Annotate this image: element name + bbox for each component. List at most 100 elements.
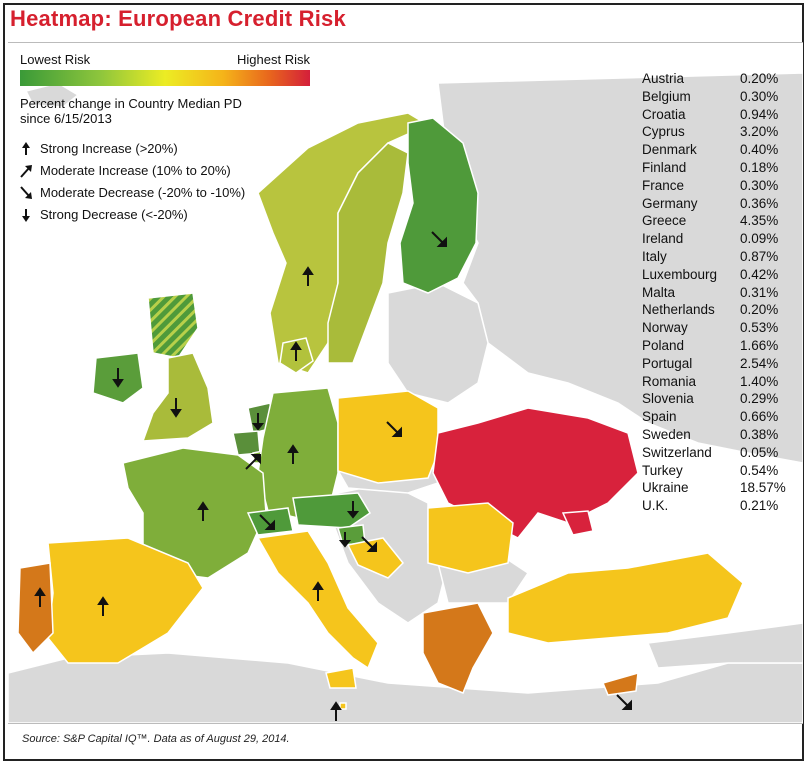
country-value: 18.57% bbox=[740, 480, 786, 496]
country-row: Poland 1.66% bbox=[642, 337, 800, 355]
country-value: 0.53% bbox=[740, 320, 779, 336]
portugal-shape bbox=[17, 562, 54, 655]
country-value: 1.66% bbox=[740, 337, 779, 353]
country-name: Denmark bbox=[642, 142, 697, 158]
arrow-up-france bbox=[197, 501, 209, 521]
country-name: Malta bbox=[642, 284, 676, 300]
arrow-up-icon bbox=[22, 142, 30, 155]
france-shape bbox=[122, 447, 267, 579]
country-name: Turkey bbox=[642, 462, 683, 478]
country-value: 0.38% bbox=[740, 426, 779, 442]
country-name: Spain bbox=[642, 409, 677, 425]
romania-shape bbox=[427, 502, 514, 574]
country-row: Luxembourg 0.42% bbox=[642, 266, 800, 284]
arrow-up-spain bbox=[97, 596, 109, 616]
arrow-down-icon bbox=[22, 209, 30, 222]
malta-shape bbox=[339, 702, 347, 710]
arrow-up-right-icon bbox=[20, 165, 32, 178]
country-value: 3.20% bbox=[740, 124, 779, 140]
country-name: Belgium bbox=[642, 88, 691, 104]
arrow-up-right-luxembourg bbox=[245, 454, 261, 470]
country-value: 0.40% bbox=[740, 142, 779, 158]
country-value: 0.29% bbox=[740, 391, 779, 407]
arrow-down-austria bbox=[346, 501, 360, 519]
arrow-down-slovenia bbox=[338, 532, 352, 548]
country-value: 0.09% bbox=[740, 231, 779, 247]
country-value: 4.35% bbox=[740, 213, 779, 229]
greece-shape bbox=[422, 602, 494, 694]
country-value: 0.31% bbox=[740, 284, 779, 300]
country-row: Cyprus 3.20% bbox=[642, 123, 800, 141]
country-row: Croatia 0.94% bbox=[642, 106, 800, 124]
country-row: France 0.30% bbox=[642, 177, 800, 195]
cyprus-shape bbox=[601, 671, 639, 696]
country-value: 0.94% bbox=[740, 106, 779, 122]
country-name: Norway bbox=[642, 320, 688, 336]
legend-key-label: Strong Decrease (<-20%) bbox=[40, 207, 188, 222]
arrow-down-right-poland bbox=[386, 421, 402, 437]
arrow-up-germany bbox=[287, 444, 299, 464]
arrow-up-portugal bbox=[34, 587, 46, 607]
country-row: Slovenia 0.29% bbox=[642, 390, 800, 408]
arrow-up-malta bbox=[330, 701, 342, 721]
legend-key-label: Strong Increase (>20%) bbox=[40, 141, 178, 156]
arrow-up-norway bbox=[302, 266, 314, 286]
country-pd-table: Austria 0.20% Belgium 0.30% Croatia 0.94% Cypr… bbox=[642, 70, 800, 515]
country-name: Sweden bbox=[642, 426, 691, 442]
country-name: U.K. bbox=[642, 498, 669, 514]
country-row: Norway 0.53% bbox=[642, 319, 800, 337]
arrow-down-right-finland bbox=[431, 231, 447, 247]
country-name: Ireland bbox=[642, 231, 684, 247]
country-row: Turkey 0.54% bbox=[642, 462, 800, 480]
arrow-down-uk bbox=[170, 398, 182, 418]
scotland-hatched bbox=[147, 292, 199, 359]
legend-keys: Strong Increase (>20%) Moderate Increase… bbox=[20, 138, 245, 226]
arrow-up-italy bbox=[312, 581, 324, 601]
country-name: Italy bbox=[642, 248, 667, 264]
country-name: Poland bbox=[642, 337, 685, 353]
legend-lowest-label: Lowest Risk bbox=[20, 52, 91, 67]
arrow-up-denmark bbox=[290, 341, 302, 361]
country-row: Netherlands 0.20% bbox=[642, 301, 800, 319]
country-row: Ireland 0.09% bbox=[642, 230, 800, 248]
country-name: Switzerland bbox=[642, 444, 712, 460]
country-value: 0.05% bbox=[740, 444, 779, 460]
country-value: 0.66% bbox=[740, 409, 779, 425]
map-svg bbox=[8, 72, 803, 723]
country-value: 0.36% bbox=[740, 195, 779, 211]
country-name: Austria bbox=[642, 71, 685, 86]
country-row: U.K. 0.21% bbox=[642, 497, 800, 515]
country-row: Germany 0.36% bbox=[642, 195, 800, 213]
country-value: 0.30% bbox=[740, 177, 779, 193]
country-row: Finland 0.18% bbox=[642, 159, 800, 177]
sweden-shape bbox=[327, 142, 409, 364]
country-row: Malta 0.31% bbox=[642, 284, 800, 302]
croatia-shape bbox=[346, 537, 405, 579]
legend-gradient-bar bbox=[20, 70, 310, 86]
country-row: Switzerland 0.05% bbox=[642, 444, 800, 462]
legend-key-moderate-increase: Moderate Increase (10% to 20%) bbox=[20, 160, 245, 182]
country-value: 0.18% bbox=[740, 159, 779, 175]
country-row: Spain 0.66% bbox=[642, 408, 800, 426]
source-note: Source: S&P Capital IQ™. Data as of Augu… bbox=[22, 733, 290, 745]
country-row: Romania 1.40% bbox=[642, 373, 800, 391]
crimea-shape bbox=[561, 510, 594, 536]
north-africa-region bbox=[8, 652, 803, 723]
finland-shape bbox=[399, 117, 479, 294]
baltic-belarus-region bbox=[387, 282, 489, 404]
poland-shape bbox=[337, 390, 439, 484]
country-value: 0.54% bbox=[740, 462, 779, 478]
country-name: Romania bbox=[642, 373, 697, 389]
switzerland-shape bbox=[246, 507, 294, 536]
country-name: Luxembourg bbox=[642, 266, 718, 282]
country-value: 2.54% bbox=[740, 355, 779, 371]
country-row: Denmark 0.40% bbox=[642, 141, 800, 159]
country-name: France bbox=[642, 177, 685, 193]
country-value: 0.87% bbox=[740, 248, 779, 264]
country-value: 0.21% bbox=[740, 498, 779, 514]
country-value: 0.20% bbox=[740, 302, 779, 318]
arrow-down-netherlands bbox=[251, 413, 265, 431]
legend-key-strong-decrease: Strong Decrease (<-20%) bbox=[20, 204, 245, 226]
country-value: 1.40% bbox=[740, 373, 779, 389]
legend-key-moderate-decrease: Moderate Decrease (-20% to -10%) bbox=[20, 182, 245, 204]
